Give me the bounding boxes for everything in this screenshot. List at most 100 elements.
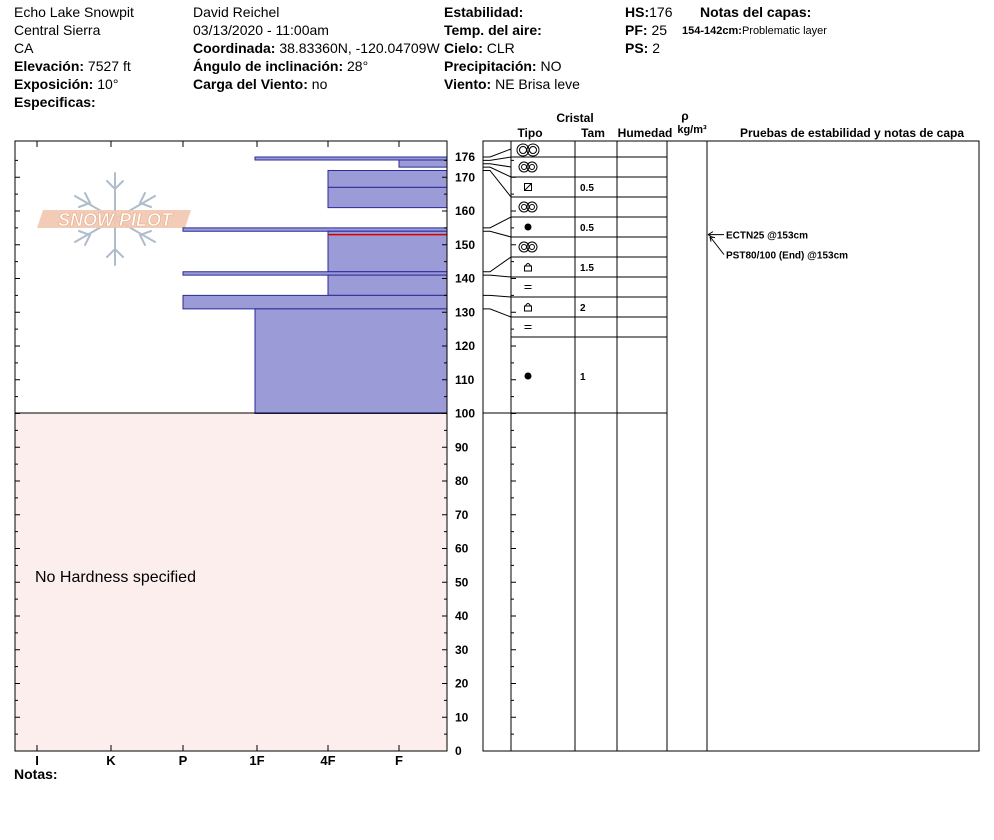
hardness-layer-bar xyxy=(327,186,448,209)
depth-label: 50 xyxy=(455,575,469,589)
hardness-axis: I K P 1F 4F F xyxy=(35,753,403,768)
layer-connector xyxy=(483,256,512,273)
hardness-label-i: I xyxy=(35,753,39,768)
header-col-observer: David Reichel 03/13/2020 - 11:00am Coord… xyxy=(193,3,440,93)
observer-name: David Reichel xyxy=(193,4,280,20)
wind-load-value: no xyxy=(311,76,328,92)
elevation-label: Elevación: xyxy=(14,58,85,74)
notes-label: Notas: xyxy=(14,766,58,782)
state-name: CA xyxy=(14,40,34,56)
hs-label: HS: xyxy=(625,4,650,20)
snowpilot-logo: SNOW PILOT xyxy=(37,172,191,266)
precipitation-label: Precipitación: xyxy=(444,58,537,74)
hardness-label-f: F xyxy=(395,753,403,768)
graupel-symbol-icon xyxy=(524,372,532,380)
rounds-large-symbol-icon xyxy=(516,143,540,157)
column-size-header: Tam xyxy=(581,126,605,140)
crust-symbol-icon xyxy=(524,325,532,329)
hardness-layer-bar xyxy=(327,274,448,296)
hs-value: 176 xyxy=(649,4,673,20)
coordinate-label: Coordinada: xyxy=(193,40,276,56)
no-hardness-text: No Hardness specified xyxy=(35,569,196,586)
hardness-layer-bar xyxy=(327,230,448,273)
rounds-symbol-icon xyxy=(518,161,538,173)
depth-label: 120 xyxy=(455,339,475,353)
stability-test-result: PST80/100 (End) @153cm xyxy=(726,251,848,262)
layer-rows: 0.5 0.5 1.5 2 1 xyxy=(483,143,667,414)
crystal-size-value: 0.5 xyxy=(580,223,594,234)
depth-label: 40 xyxy=(455,609,469,623)
ps-value: 2 xyxy=(652,40,661,56)
wind-label: Viento: xyxy=(444,76,492,92)
hardness-panel-frame xyxy=(14,140,448,752)
no-hardness-region xyxy=(15,413,447,751)
layer-connector xyxy=(483,274,512,278)
column-tests-header: Pruebas de estabilidad y notas de capa xyxy=(740,126,964,140)
depth-label: 100 xyxy=(455,407,475,421)
layer-connector xyxy=(483,170,512,198)
column-moisture-header: Humedad xyxy=(618,126,673,140)
decomposing-symbol-icon xyxy=(524,183,532,191)
slope-angle-label: Ángulo de inclinación: xyxy=(193,58,344,74)
hardness-label-4f: 4F xyxy=(320,753,335,768)
depth-label: 20 xyxy=(455,677,469,691)
elevation-value: 7527 ft xyxy=(87,58,131,74)
depth-label: 90 xyxy=(455,440,469,454)
column-type-header: Tipo xyxy=(517,126,542,140)
layer-connector xyxy=(483,216,512,229)
header-col-depths: HS:176 PF: 25 PS: 2 xyxy=(625,3,672,57)
hardness-layer-bar xyxy=(254,308,448,414)
header-col-conditions: Estabilidad: Temp. del aire: Cielo: CLR … xyxy=(444,3,580,93)
layer-connector xyxy=(483,294,512,298)
precipitation-value: NO xyxy=(540,58,562,74)
test-arrow xyxy=(709,236,725,255)
depth-label: 140 xyxy=(455,272,475,286)
wind-value: NE Brisa leve xyxy=(495,76,580,92)
slope-angle-value: 28° xyxy=(347,58,369,74)
layer-notes-title: Notas del capas: xyxy=(700,4,812,20)
depth-label: 60 xyxy=(455,542,469,556)
sky-value: CLR xyxy=(486,40,515,56)
rounds-symbol-icon xyxy=(518,241,538,253)
stability-test-result: ECTN25 @153cm xyxy=(726,231,808,242)
observation-datetime: 03/13/2020 - 11:00am xyxy=(193,22,329,38)
crust-symbol-icon xyxy=(524,285,532,289)
crystal-size-value: 0.5 xyxy=(580,183,594,194)
snowpilot-logo-text: SNOW PILOT xyxy=(58,210,174,230)
pf-label: PF: xyxy=(625,22,648,38)
column-density-unit: kg/m³ xyxy=(677,124,707,136)
layer-connector xyxy=(483,163,512,168)
depth-label: 110 xyxy=(455,373,475,387)
hardness-layer-bar xyxy=(182,227,448,232)
stability-label: Estabilidad: xyxy=(444,4,524,20)
location-name: Echo Lake Snowpit xyxy=(14,4,134,20)
depth-label: 130 xyxy=(455,305,475,319)
layer-connector xyxy=(483,148,512,158)
stability-tests: ECTN25 @153cm PST80/100 (End) @153cm xyxy=(707,231,848,262)
layer-connector xyxy=(483,308,512,318)
crystal-size-value: 1.5 xyxy=(580,263,594,274)
crystal-title: Cristal xyxy=(556,111,593,125)
rounds-symbol-icon xyxy=(518,201,538,213)
wind-load-label: Carga del Viento: xyxy=(193,76,308,92)
specifics-label: Especificas: xyxy=(14,94,96,110)
region-name: Central Sierra xyxy=(14,22,101,38)
depth-label: 70 xyxy=(455,508,469,522)
layer-note-range: 154-142cm: xyxy=(682,25,742,37)
hardness-layer-bar xyxy=(182,294,448,310)
faceted-symbol-icon xyxy=(524,303,532,312)
crystal-size-value: 2 xyxy=(580,303,586,314)
faceted-symbol-icon xyxy=(524,263,532,272)
depth-label: 80 xyxy=(455,474,469,488)
layer-connectors xyxy=(483,148,512,318)
depth-label: 0 xyxy=(455,744,462,758)
sky-label: Cielo: xyxy=(444,40,483,56)
hardness-layer-bar xyxy=(182,271,448,276)
hardness-label-k: K xyxy=(106,753,116,768)
layer-notes: Notas del capas: xyxy=(700,3,811,21)
hardness-label-1f: 1F xyxy=(249,753,264,768)
layer-note-entry: 154-142cm:Problematic layer xyxy=(682,22,827,40)
layer-connector xyxy=(483,166,512,178)
depth-label: 170 xyxy=(455,170,475,184)
hardness-layer-bar xyxy=(327,170,448,188)
